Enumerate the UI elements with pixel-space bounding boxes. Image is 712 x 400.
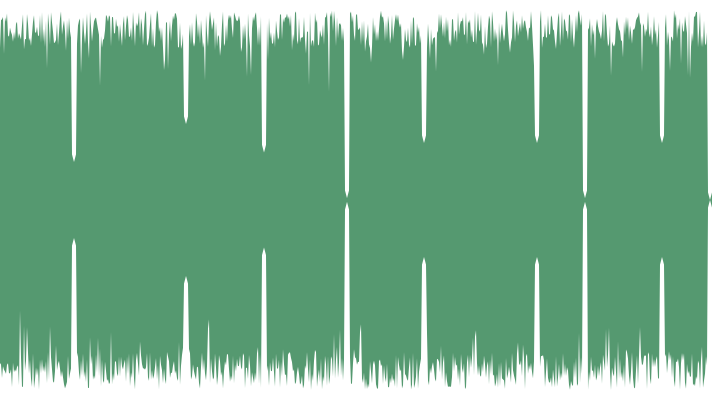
waveform-area	[0, 10, 712, 390]
